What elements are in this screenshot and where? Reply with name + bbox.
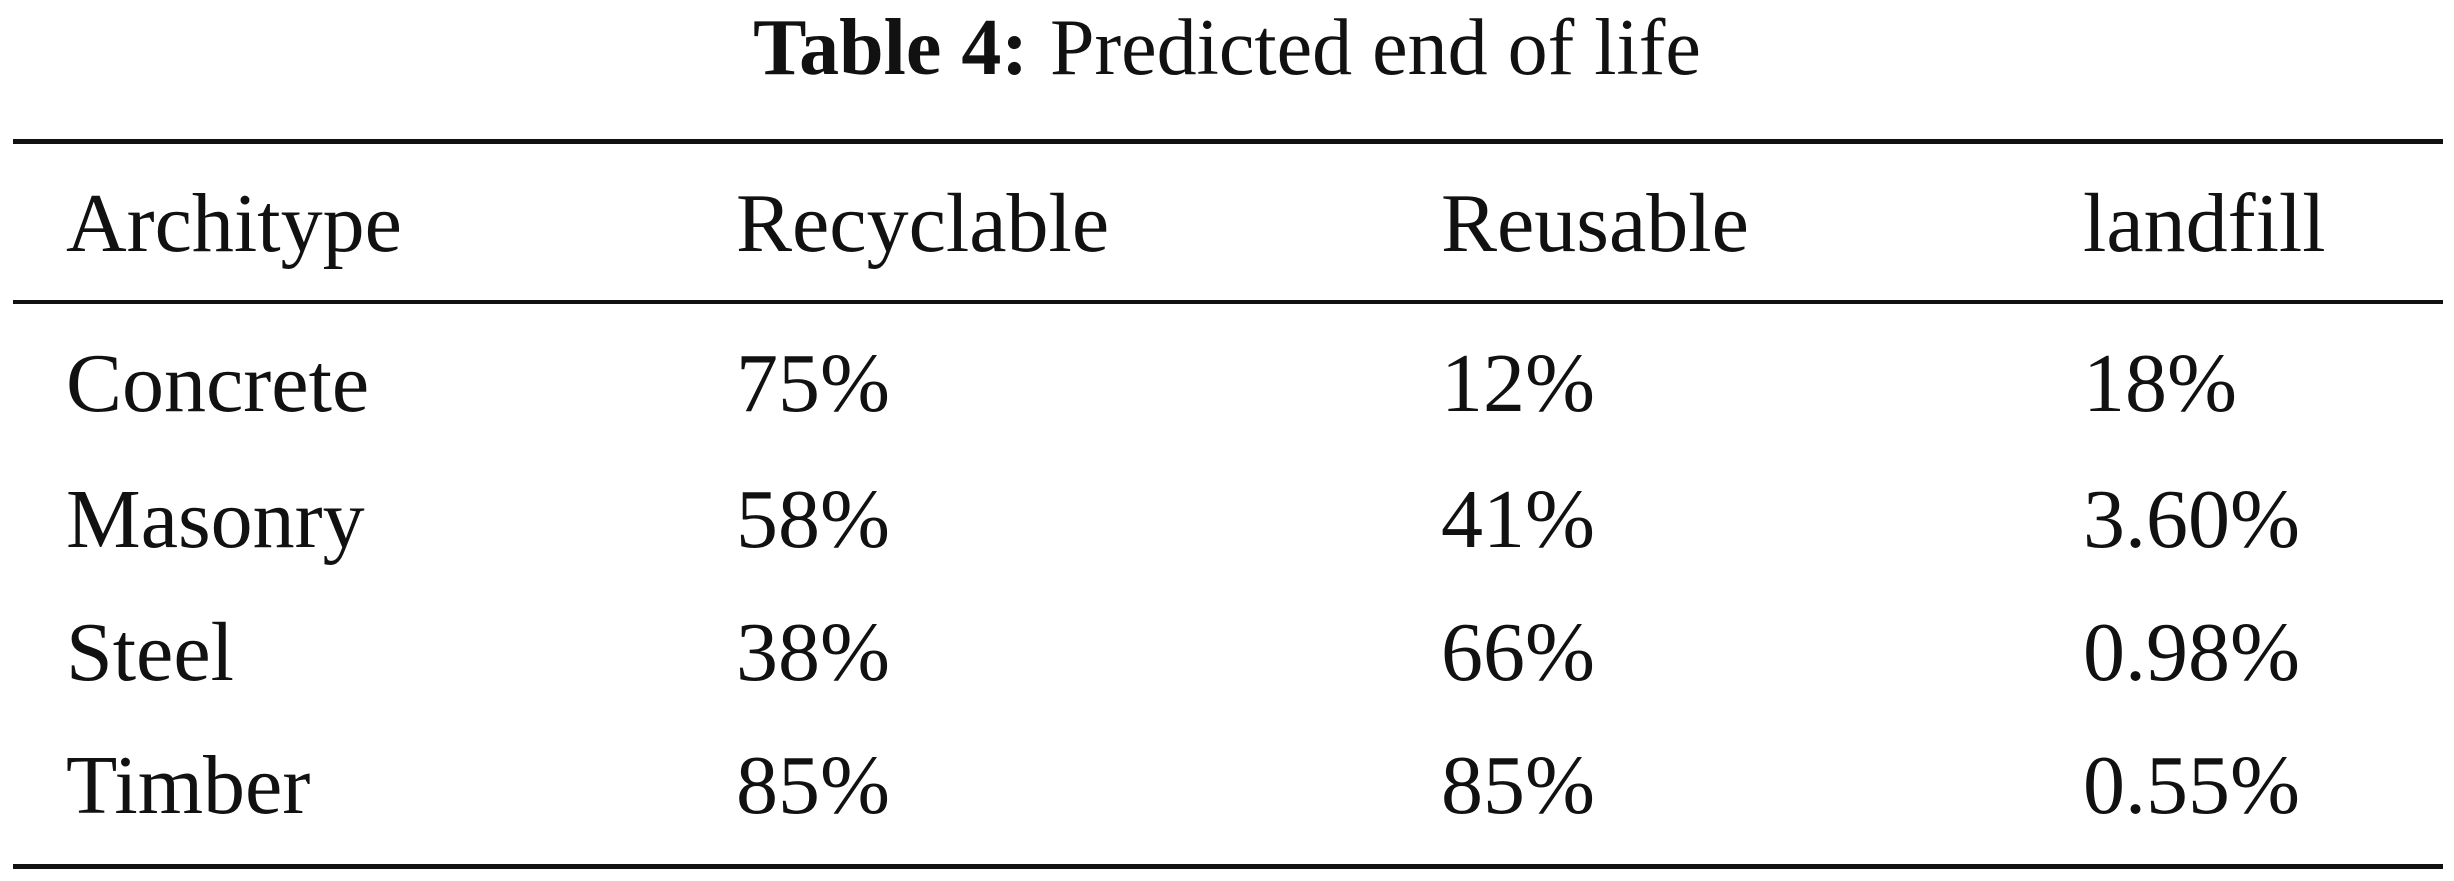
row-label: Masonry	[66, 473, 365, 566]
row-label: Concrete	[66, 337, 370, 430]
top-rule	[13, 139, 2443, 144]
table-caption: Predicted end of life	[1050, 4, 1701, 92]
bottom-rule	[13, 864, 2443, 869]
table-cell: 38%	[736, 606, 890, 699]
table-cell: 18%	[2083, 337, 2237, 430]
table-cell: 66%	[1441, 606, 1595, 699]
header-cell: Reusable	[1441, 177, 1749, 270]
header-cell: Recyclable	[736, 177, 1110, 270]
table-cell: 75%	[736, 337, 890, 430]
table-cell: 85%	[736, 739, 890, 832]
table-title: Table 4: Predicted end of life	[0, 8, 2454, 88]
table-cell: 41%	[1441, 473, 1595, 566]
header-cell: landfill	[2083, 177, 2326, 270]
mid-rule	[13, 300, 2443, 304]
row-label: Steel	[66, 606, 234, 699]
header-cell: Architype	[66, 177, 402, 270]
table-cell: 0.98%	[2083, 606, 2300, 699]
table-cell: 85%	[1441, 739, 1595, 832]
table-label: Table 4:	[753, 4, 1029, 92]
table-cell: 12%	[1441, 337, 1595, 430]
row-label: Timber	[66, 739, 311, 832]
table-cell: 58%	[736, 473, 890, 566]
table-cell: 0.55%	[2083, 739, 2300, 832]
table-cell: 3.60%	[2083, 473, 2300, 566]
